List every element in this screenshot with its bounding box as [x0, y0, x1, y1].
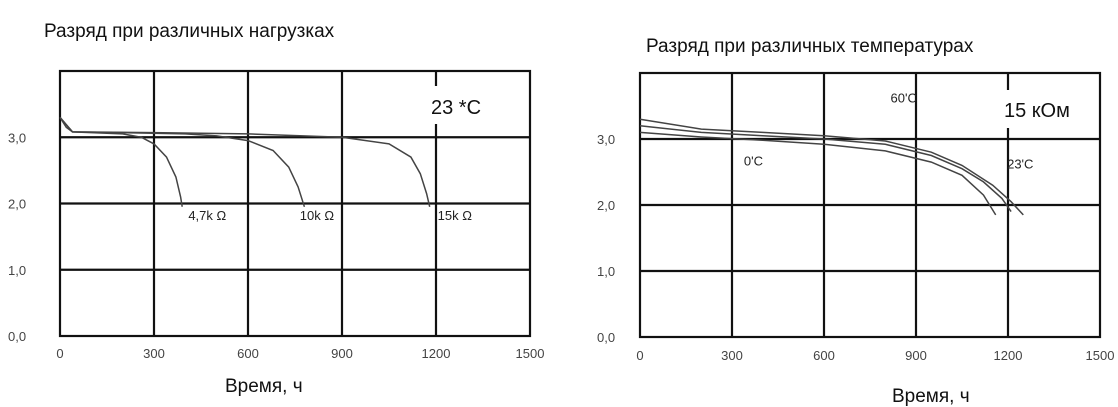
y-tick-label: 1,0	[597, 264, 615, 279]
series-annotation: 60'C	[891, 91, 917, 106]
series-annotation: 15k Ω	[438, 208, 473, 223]
gridlines	[60, 71, 530, 336]
x-tick-label: 900	[905, 348, 927, 363]
series-line-2	[59, 116, 431, 207]
discharge-by-load-chart: Разряд при различных нагрузках 0,0 1,0 2,0…	[8, 21, 544, 397]
x-tick-label: 600	[237, 346, 259, 361]
condition-badge: 15 кОм	[1004, 100, 1070, 122]
series-curves	[639, 118, 1024, 216]
chart-title: Разряд при различных температурах	[646, 36, 974, 57]
series-annotation: 10k Ω	[300, 208, 335, 223]
series-line-2	[639, 118, 1024, 216]
condition-badge: 23 *C	[431, 97, 481, 119]
x-tick-label: 0	[636, 348, 643, 363]
series-curves	[59, 116, 431, 208]
x-tick-label: 600	[813, 348, 835, 363]
chart-title: Разряд при различных нагрузках	[44, 21, 335, 42]
x-tick-label: 1200	[994, 348, 1023, 363]
series-annotation: 23'C	[1007, 157, 1033, 172]
y-tick-label: 2,0	[8, 197, 26, 212]
series-annotations: 4,7k Ω 10k Ω 15k Ω	[188, 208, 472, 223]
condition-badge-bg	[998, 90, 1098, 128]
x-tick-labels: 0 300 600 900 1200 1500	[56, 346, 544, 361]
x-axis-label: Время, ч	[225, 376, 303, 397]
series-line-1	[639, 125, 1012, 213]
y-tick-label: 0,0	[597, 330, 615, 345]
x-tick-label: 1500	[516, 346, 545, 361]
x-tick-label: 300	[721, 348, 743, 363]
series-line-0	[639, 131, 997, 216]
y-tick-label: 2,0	[597, 198, 615, 213]
y-tick-label: 3,0	[8, 130, 26, 145]
condition-badge-bg	[423, 86, 523, 124]
discharge-by-temperature-chart: Разряд при различных температурах 0,0 1,0…	[597, 36, 1114, 407]
series-annotation: 0'C	[744, 153, 763, 168]
y-tick-label: 1,0	[8, 263, 26, 278]
x-tick-label: 1200	[422, 346, 451, 361]
series-annotation: 4,7k Ω	[188, 208, 226, 223]
x-axis-label: Время, ч	[892, 386, 970, 407]
x-tick-label: 300	[143, 346, 165, 361]
y-tick-labels: 0,0 1,0 2,0 3,0	[8, 130, 26, 344]
y-tick-label: 0,0	[8, 329, 26, 344]
x-tick-label: 0	[56, 346, 63, 361]
x-tick-label: 900	[331, 346, 353, 361]
y-tick-label: 3,0	[597, 132, 615, 147]
x-tick-labels: 0 300 600 900 1200 1500	[636, 348, 1114, 363]
x-tick-label: 1500	[1086, 348, 1115, 363]
series-annotations: 60'C 0'C 23'C	[744, 91, 1034, 172]
y-tick-labels: 0,0 1,0 2,0 3,0	[597, 132, 615, 345]
